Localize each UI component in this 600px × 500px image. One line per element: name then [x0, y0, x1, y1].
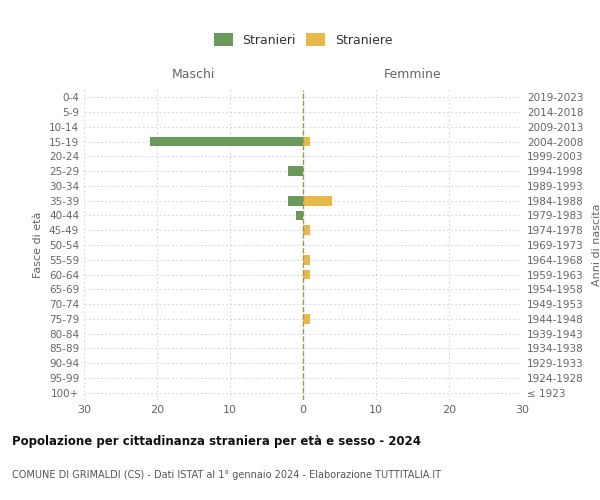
Bar [289, 166, 303, 176]
Text: COMUNE DI GRIMALDI (CS) - Dati ISTAT al 1° gennaio 2024 - Elaborazione TUTTITALI: COMUNE DI GRIMALDI (CS) - Dati ISTAT al … [12, 470, 441, 480]
Bar [296, 210, 303, 220]
Y-axis label: Anni di nascita: Anni di nascita [592, 204, 600, 286]
Bar [289, 196, 303, 205]
Text: Maschi: Maschi [172, 68, 215, 80]
Bar [303, 196, 332, 205]
Legend: Stranieri, Straniere: Stranieri, Straniere [209, 28, 397, 52]
Y-axis label: Fasce di età: Fasce di età [34, 212, 43, 278]
Text: Femmine: Femmine [383, 68, 442, 80]
Bar [303, 226, 310, 235]
Bar [303, 255, 310, 264]
Bar [150, 137, 303, 146]
Bar [303, 314, 310, 324]
Bar [303, 137, 310, 146]
Text: Popolazione per cittadinanza straniera per età e sesso - 2024: Popolazione per cittadinanza straniera p… [12, 435, 421, 448]
Bar [303, 270, 310, 280]
